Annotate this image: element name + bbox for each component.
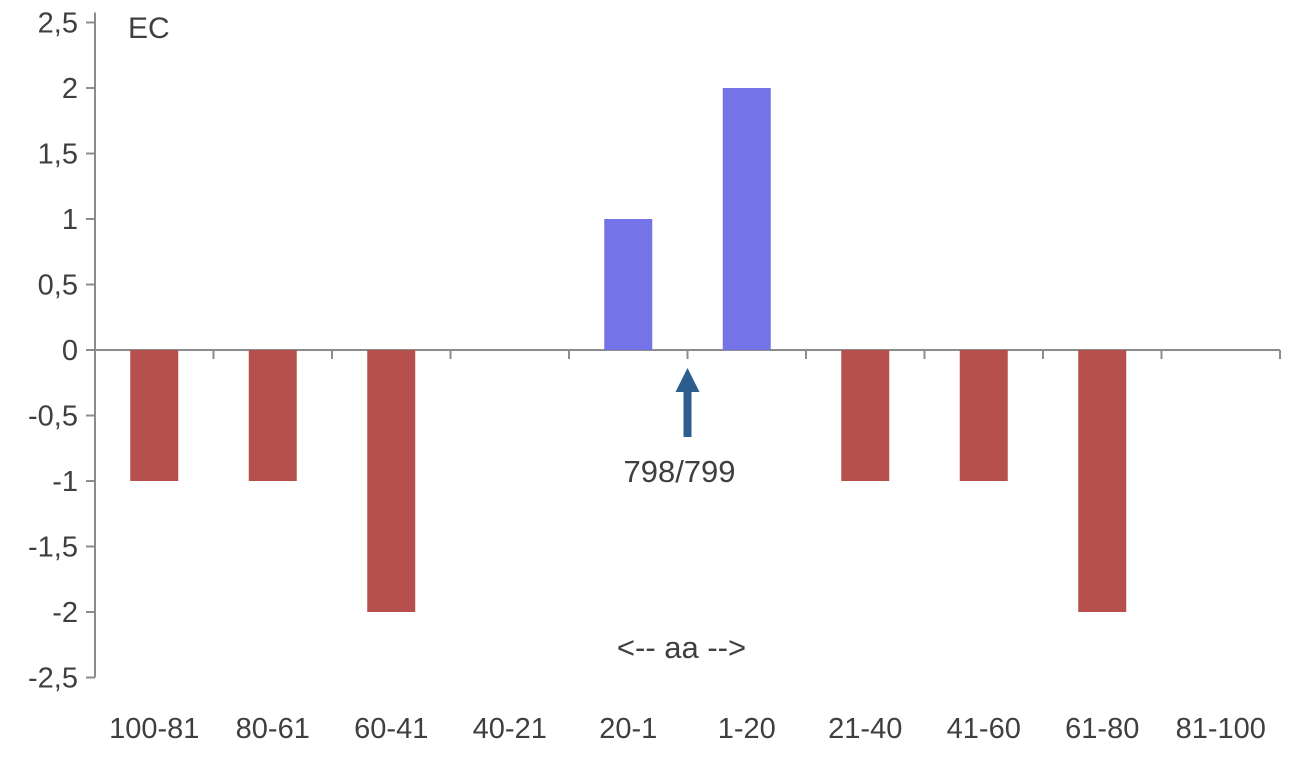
x-tick-label: 40-21 — [473, 713, 547, 745]
y-axis-title: EC — [128, 12, 170, 45]
x-tick-label: 100-81 — [109, 713, 199, 745]
bar-1-20 — [722, 88, 771, 350]
bar-61-80 — [1078, 350, 1127, 612]
annotation-arrow-head — [675, 368, 700, 392]
bar-41-60 — [959, 350, 1008, 481]
y-tick-label: 1,5 — [38, 139, 78, 171]
y-tick-label: -2 — [52, 597, 78, 629]
x-tick-label: 60-41 — [354, 713, 428, 745]
y-tick-label: 0,5 — [38, 270, 78, 302]
annotation-aa-label: <-- aa --> — [617, 630, 746, 665]
annotation-peak-label: 798/799 — [623, 454, 735, 489]
y-tick-label: 1 — [62, 204, 78, 236]
x-tick-label: 1-20 — [718, 713, 776, 745]
bar-20-1 — [604, 219, 653, 350]
y-tick-label: -2,5 — [28, 663, 78, 695]
bar-60-41 — [367, 350, 416, 612]
bar-100-81 — [130, 350, 179, 481]
x-tick-label: 81-100 — [1176, 713, 1266, 745]
bar-21-40 — [841, 350, 890, 481]
x-tick-label: 80-61 — [236, 713, 310, 745]
y-tick-label: -1 — [52, 466, 78, 498]
x-tick-label: 20-1 — [599, 713, 657, 745]
bar-80-61 — [248, 350, 297, 481]
y-tick-label: -1,5 — [28, 532, 78, 564]
y-tick-label: 2,5 — [38, 8, 78, 40]
x-tick-label: 41-60 — [947, 713, 1021, 745]
x-tick-label: 61-80 — [1065, 713, 1139, 745]
x-tick-label: 21-40 — [828, 713, 902, 745]
y-tick-label: 0 — [62, 335, 78, 367]
y-tick-label: -0,5 — [28, 401, 78, 433]
y-tick-label: 2 — [62, 73, 78, 105]
